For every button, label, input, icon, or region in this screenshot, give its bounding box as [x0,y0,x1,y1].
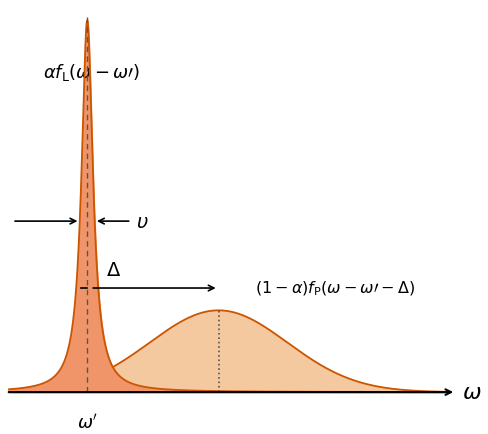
Text: $(1 - \alpha)f_{\mathrm{P}}(\omega - \omega\prime - \Delta)$: $(1 - \alpha)f_{\mathrm{P}}(\omega - \om… [255,279,415,298]
Text: $\Delta$: $\Delta$ [106,260,121,279]
Text: $\omega'$: $\omega'$ [77,413,98,431]
Text: $\alpha f_{\mathrm{L}}(\omega - \omega\prime)$: $\alpha f_{\mathrm{L}}(\omega - \omega\p… [43,62,141,82]
Text: $\upsilon$: $\upsilon$ [136,212,149,231]
Text: $\omega$: $\omega$ [463,382,482,402]
